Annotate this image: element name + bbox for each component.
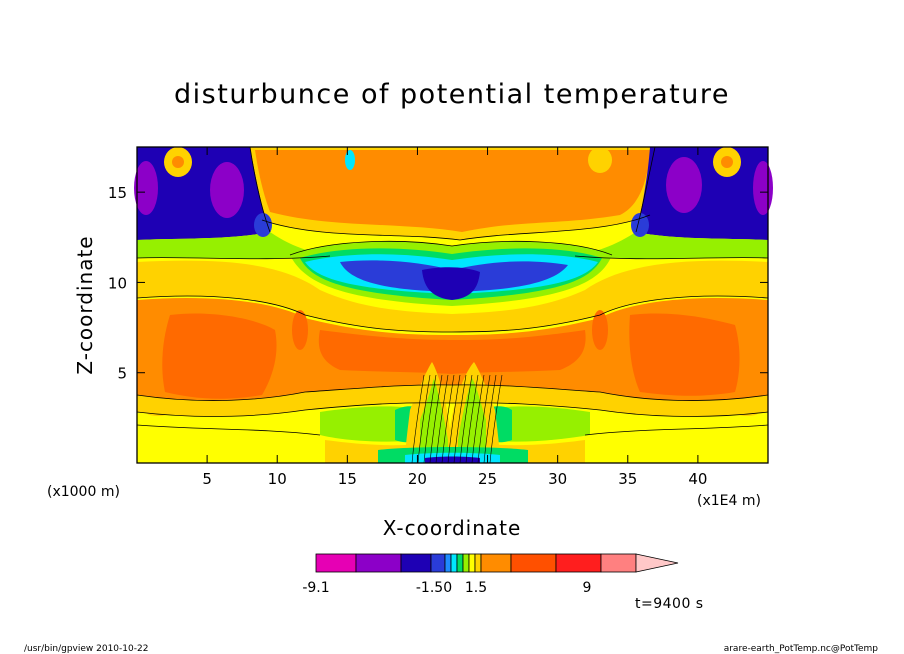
contour-region [666, 157, 702, 213]
contour-line [249, 146, 271, 233]
contour-line [574, 255, 769, 260]
colorbar [315, 553, 679, 573]
contour-line [289, 240, 613, 256]
contour-line [136, 255, 331, 260]
contour-region [162, 313, 277, 399]
y-axis-label: Z-coordinate [73, 235, 97, 374]
contour-region [721, 156, 733, 168]
colorbar-arrow [635, 553, 679, 573]
colorbar-tick-label: 9 [583, 580, 592, 596]
contour-line [447, 374, 461, 464]
plot-frame [136, 146, 769, 464]
colorbar-segment [600, 553, 637, 573]
y-tick-label: 5 [117, 365, 127, 383]
colorbar-segment [450, 553, 458, 573]
contour-line [136, 402, 769, 417]
contour-region [636, 147, 768, 240]
colorbar-segment [474, 553, 482, 573]
contour-region [292, 310, 308, 350]
colorbar-segment [555, 553, 602, 573]
contour-line [417, 374, 431, 464]
contour-field [134, 146, 773, 464]
contour-region [458, 378, 486, 463]
x-axis-unit: (x1E4 m) [697, 493, 761, 509]
contour-region [318, 330, 586, 374]
contour-region [631, 213, 649, 237]
colorbar-segment [468, 553, 476, 573]
contour-line [136, 295, 769, 333]
contour-region [422, 267, 480, 300]
x-axis-label: X-coordinate [383, 516, 522, 540]
x-tick-label: 35 [618, 470, 637, 488]
colorbar-segment [510, 553, 557, 573]
contour-line [435, 374, 449, 464]
contour-region [588, 147, 612, 173]
x-tick-label: 20 [408, 470, 427, 488]
contour-line [429, 374, 443, 464]
colorbar-segment [400, 553, 432, 573]
x-tick-label: 10 [268, 470, 287, 488]
contour-line [489, 374, 503, 464]
colorbar-segment [462, 553, 470, 573]
contour-line [441, 374, 455, 464]
colorbar-segment [430, 553, 446, 573]
contour-line [477, 374, 491, 464]
contour-region [420, 378, 448, 463]
x-tick-label: 15 [338, 470, 357, 488]
contour-line [483, 374, 497, 464]
y-tick-label: 15 [108, 184, 127, 202]
contour-region [345, 150, 355, 170]
contour-line [453, 374, 467, 464]
colorbar-tick-label: -9.1 [302, 580, 329, 596]
colorbar-segment [480, 553, 512, 573]
colorbar-tick-label: 1.5 [465, 580, 487, 596]
contour-line [423, 374, 437, 464]
contour-region [172, 156, 184, 168]
y-tick-label: 10 [108, 274, 127, 292]
contour-region [592, 310, 608, 350]
colorbar-tick-label: -1.50 [416, 580, 452, 596]
y-axis-ticks: 5 10 15 [108, 184, 768, 383]
colorbar-segment [315, 553, 357, 573]
x-tick-label: 5 [202, 470, 212, 488]
contour-line [465, 374, 479, 464]
contour-line [261, 214, 651, 241]
x-tick-label: 30 [548, 470, 567, 488]
contour-line [136, 424, 321, 436]
footer-left: /usr/bin/gpview 2010-10-22 [24, 644, 148, 654]
contour-region [137, 232, 330, 259]
contour-line [459, 374, 473, 464]
contour-region [210, 162, 244, 218]
contour-region [137, 384, 768, 417]
contour-region [575, 232, 768, 259]
colorbar-segment [355, 553, 402, 573]
contour-line [584, 424, 769, 436]
x-tick-label: 40 [688, 470, 707, 488]
contour-region [753, 161, 773, 215]
contour-region [425, 456, 480, 463]
contour-line [411, 374, 425, 464]
contour-region [134, 161, 158, 215]
contour-line [471, 374, 485, 464]
y-axis-unit: (x1000 m) [47, 484, 120, 500]
contour-region [254, 213, 272, 237]
contour-region [255, 150, 650, 232]
chart-title: disturbunce of potential temperature [174, 79, 730, 110]
x-tick-label: 25 [478, 470, 497, 488]
footer-right: arare-earth_PotTemp.nc@PotTemp [724, 644, 879, 654]
contour-line [635, 146, 656, 233]
contour-line [136, 384, 769, 401]
x-axis-ticks: 5 10 15 20 25 30 35 40 [202, 147, 707, 488]
colorbar-tick-labels: -9.1 -1.50 1.5 9 [302, 580, 591, 596]
contour-region [629, 313, 740, 396]
contour-region [137, 260, 768, 332]
colorbar-segment [444, 553, 452, 573]
colorbar-segment [456, 553, 464, 573]
time-label: t=9400 s [635, 596, 704, 612]
